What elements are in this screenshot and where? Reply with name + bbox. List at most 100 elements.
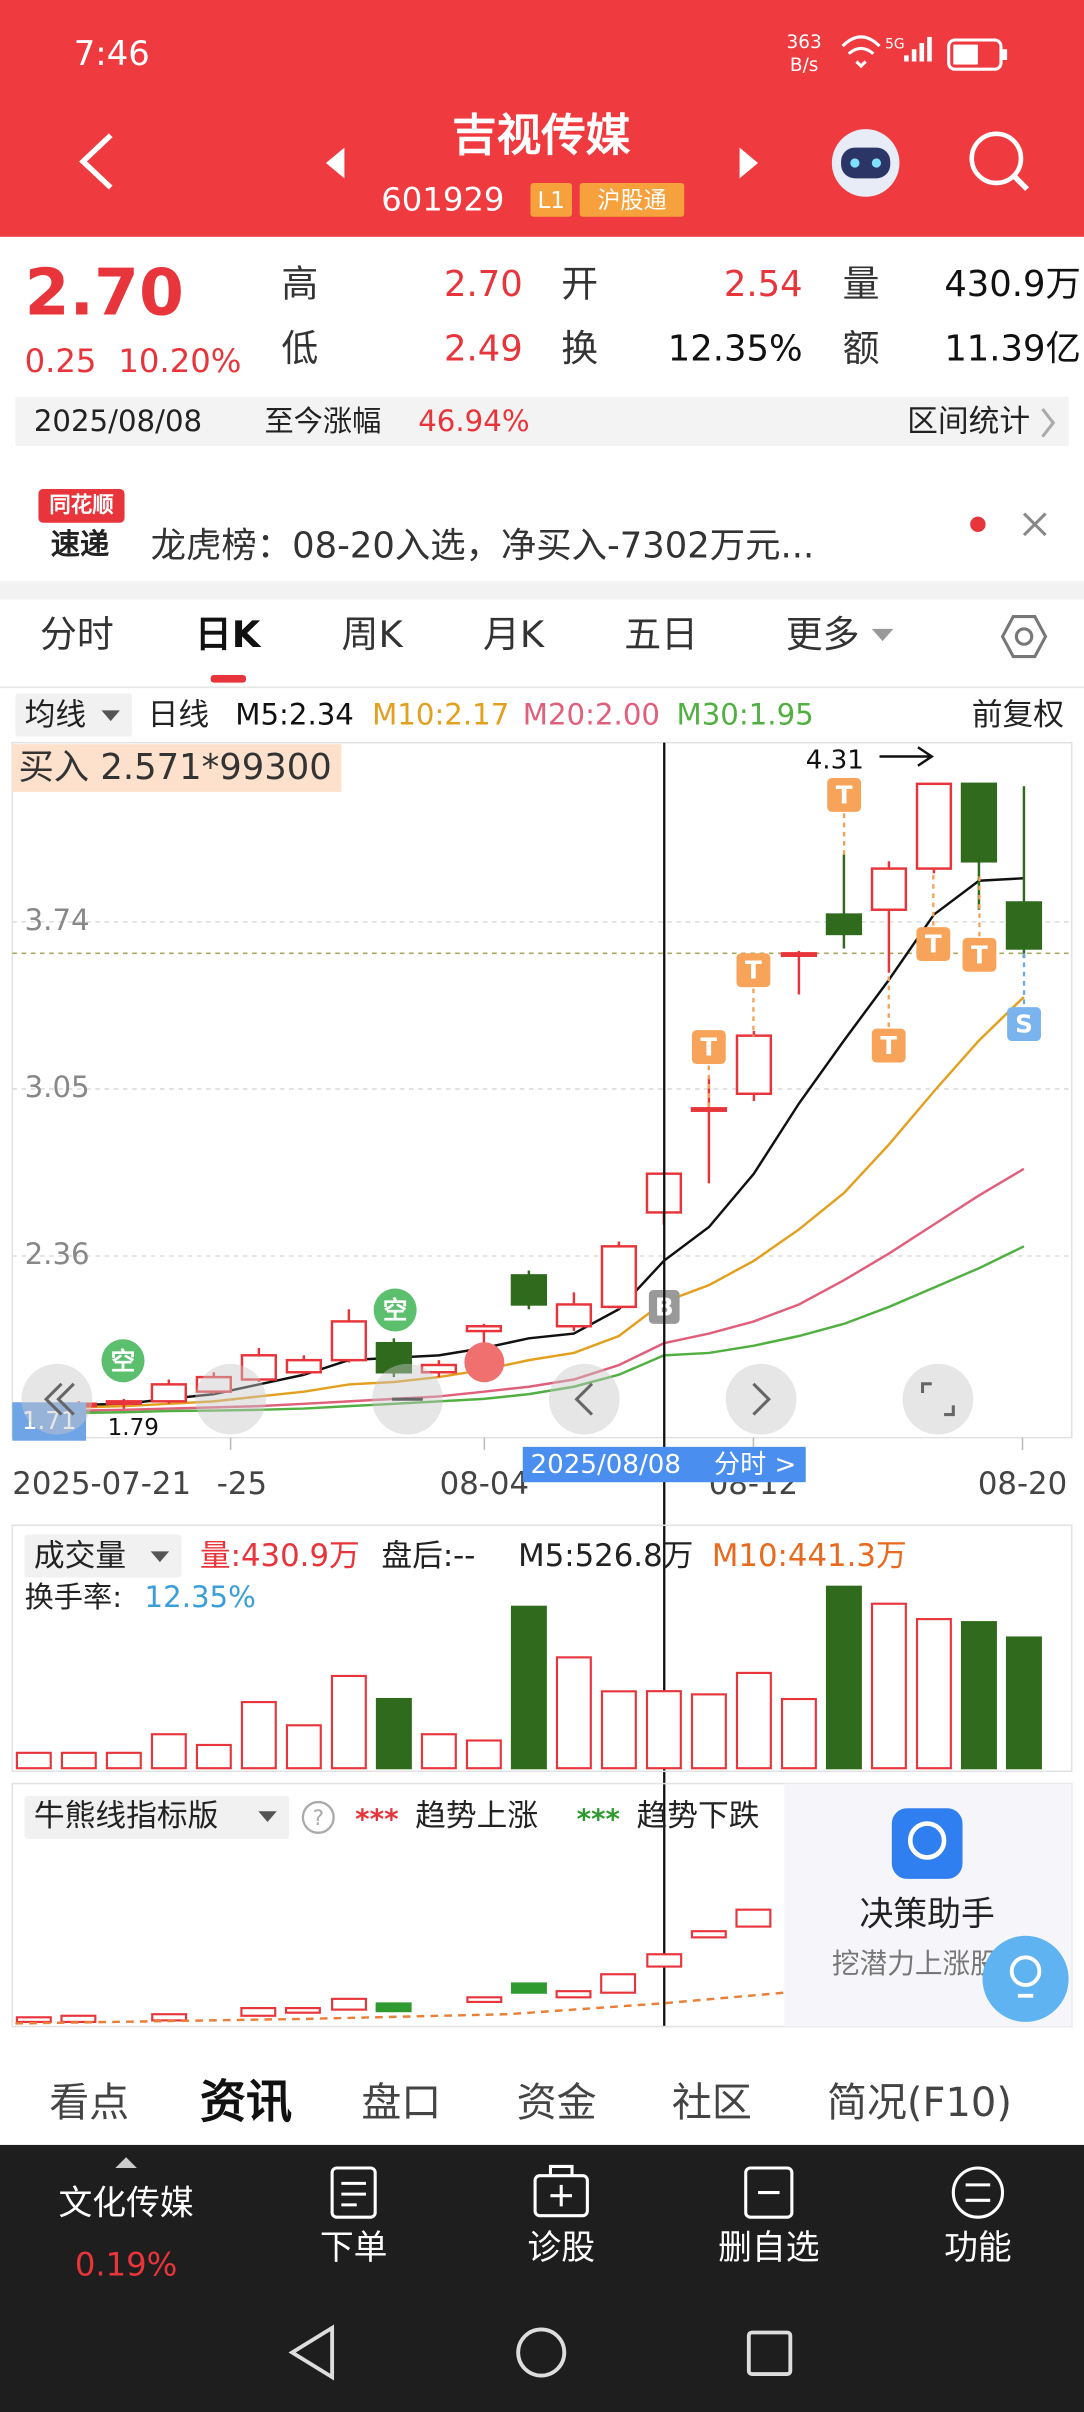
y-tick-label: 2.36 (25, 1237, 90, 1271)
candle-body (330, 1320, 368, 1362)
indicator-title-bg[interactable] (24, 1795, 290, 1839)
change-pct: 10.20% (118, 342, 241, 380)
tip-button[interactable] (982, 1935, 1069, 2022)
volume-frame (11, 1524, 1073, 1773)
candle-body (420, 1363, 458, 1374)
chart-control[interactable] (725, 1363, 797, 1435)
info-tab[interactable]: 资讯 (200, 2074, 292, 2128)
order-bg (12, 744, 342, 792)
back-button[interactable] (79, 133, 113, 190)
net-type: 5G (885, 37, 905, 53)
chart-control[interactable] (548, 1363, 620, 1435)
next-stock[interactable] (739, 147, 759, 179)
battery-tip (1002, 49, 1008, 60)
chart-control[interactable] (195, 1363, 267, 1435)
trade-mark-bg (1007, 1007, 1041, 1041)
signal-bar (927, 36, 932, 62)
assistant-icon-mark (907, 1821, 947, 1860)
brand: 同花顺 (49, 492, 114, 518)
control-icon (752, 1382, 771, 1416)
settings-hole (1014, 627, 1034, 646)
indicator-candle (466, 1996, 503, 2004)
indicator-candle (60, 2014, 97, 2023)
volume-bar (105, 1751, 142, 1770)
stat-value: 11.39亿 (944, 329, 1081, 370)
stat-value: 430.9万 (944, 264, 1081, 305)
info-tab[interactable]: 社区 (672, 2080, 752, 2126)
search-icon[interactable] (969, 131, 1024, 186)
action[interactable]: 诊股 (527, 2228, 595, 2267)
info-tab[interactable]: 看点 (49, 2080, 129, 2126)
candle-body (780, 952, 818, 957)
info-tab[interactable]: 简况(F10) (827, 2080, 1012, 2126)
close-news[interactable] (1022, 512, 1047, 537)
legend-up: 趋势上涨 (415, 1798, 538, 1834)
sector-pct: 0.19% (75, 2245, 178, 2283)
chart-tab[interactable]: 五日 (624, 613, 698, 656)
turnover: 12.35% (145, 1580, 256, 1614)
ma-type: 均线 (25, 697, 87, 733)
nav-back[interactable] (288, 2324, 335, 2381)
candle-body (915, 782, 953, 870)
battery-level (953, 44, 978, 65)
stat-value: 2.54 (724, 264, 803, 305)
control-icon (921, 1382, 955, 1417)
action-icon (330, 2166, 377, 2219)
chart-tab[interactable]: 分时 (40, 613, 114, 656)
chart-tab[interactable]: 更多 (786, 613, 860, 656)
cursor-link[interactable]: 分时 > (714, 1450, 796, 1480)
chart-tab[interactable]: 月K (483, 613, 545, 656)
help: ? (313, 1806, 324, 1831)
separator (0, 581, 1084, 600)
candle-body (600, 1245, 638, 1309)
candle-body (285, 1358, 323, 1374)
chevron (1041, 408, 1056, 438)
help-icon[interactable] (301, 1800, 335, 1834)
stat-value: 2.49 (444, 329, 523, 370)
trade-mark: T (700, 1033, 717, 1062)
cursor-date-bg[interactable] (522, 1446, 806, 1483)
info-tab[interactable]: 盘口 (361, 2080, 441, 2126)
news-text[interactable]: 龙虎榜：08-20入选，净买入-7302万元... (151, 525, 815, 566)
settings-icon[interactable] (1000, 615, 1048, 659)
action[interactable]: 删自选 (718, 2228, 819, 2267)
info-tab[interactable]: 资金 (517, 2080, 597, 2126)
nav-home[interactable] (516, 2327, 567, 2378)
action-icon (533, 2174, 589, 2218)
stat-label: 高 (281, 262, 318, 305)
trade-mark: T (971, 940, 988, 969)
adjust[interactable]: 前复权 (972, 697, 1064, 733)
ma-type-bg[interactable] (15, 693, 133, 737)
volume-bar (645, 1690, 682, 1770)
dropdown (871, 628, 894, 642)
kong-label: 空 (111, 1346, 136, 1375)
action-icon (341, 2181, 366, 2207)
volume-title-bg[interactable] (24, 1534, 182, 1578)
nav-recent[interactable] (746, 2330, 793, 2376)
prev-stock[interactable] (325, 147, 345, 179)
gain: 46.94% (418, 404, 529, 438)
candle-body (690, 1107, 728, 1112)
kong-mark (373, 1288, 417, 1332)
volume-bar (735, 1671, 772, 1770)
brand: 速递 (51, 527, 109, 561)
badge-bg (530, 182, 572, 217)
volume-bar (465, 1739, 502, 1770)
volume-bar (870, 1602, 907, 1770)
chart-tab[interactable]: 日K (195, 613, 262, 656)
volume-bar (600, 1690, 637, 1770)
action[interactable]: 功能 (944, 2228, 1012, 2267)
chart-control[interactable] (902, 1363, 974, 1435)
sector[interactable]: 文化传媒 (58, 2183, 193, 2222)
candle-body (825, 913, 863, 936)
control-icon (574, 1382, 594, 1416)
range-stats[interactable]: 区间统计 (907, 403, 1030, 439)
volume-bar (915, 1618, 952, 1770)
chart-tab[interactable]: 周K (342, 613, 404, 656)
candle-body (195, 1375, 232, 1393)
control-icon (43, 1382, 75, 1416)
price: 2.70 (25, 255, 184, 330)
action[interactable]: 下单 (320, 2228, 388, 2267)
change: 0.25 (25, 342, 97, 380)
